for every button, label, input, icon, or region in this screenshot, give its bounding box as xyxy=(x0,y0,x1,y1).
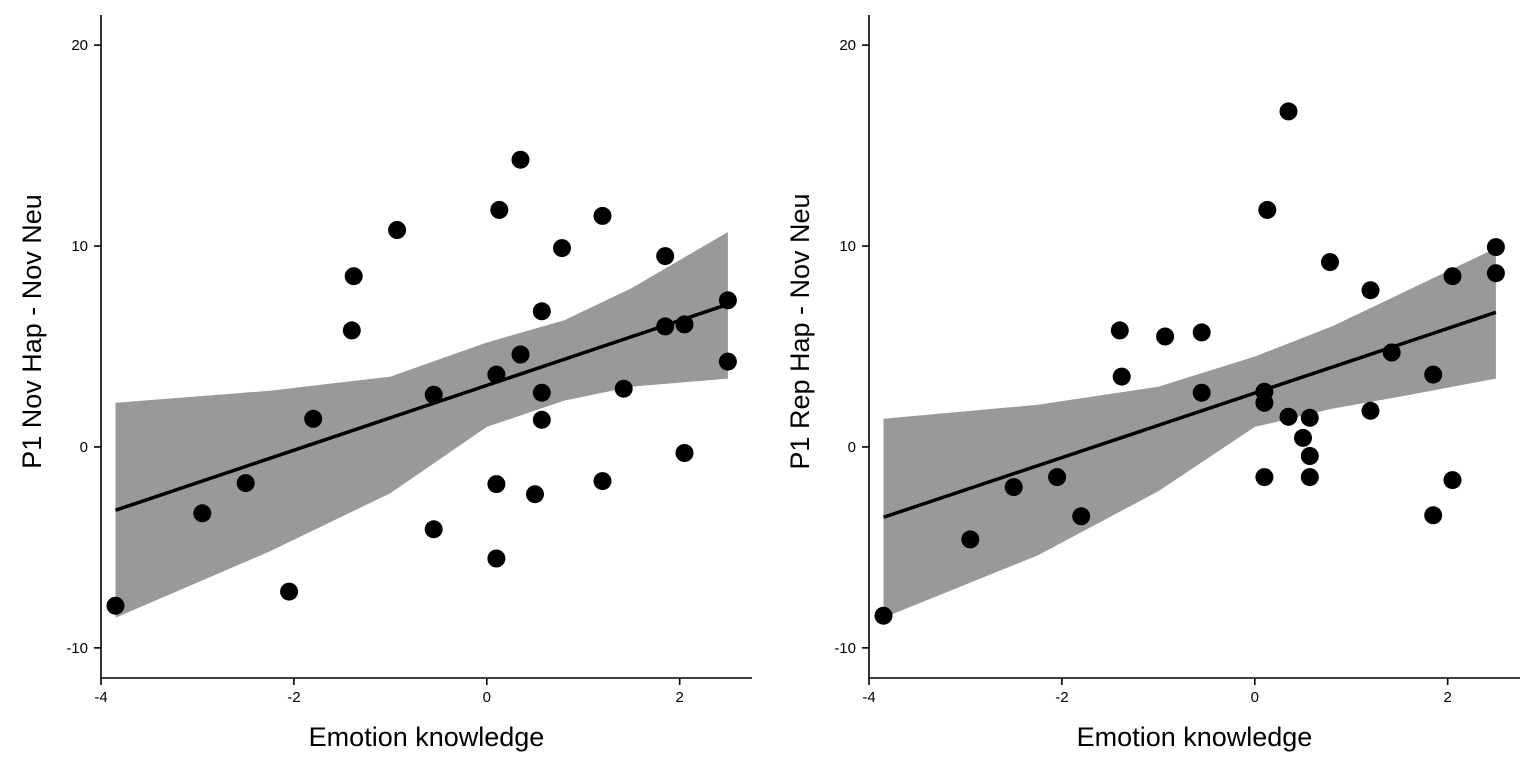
data-point xyxy=(675,444,694,462)
data-point xyxy=(532,383,551,402)
data-point xyxy=(718,291,737,310)
y-axis-title: P1 Rep Hap - Nov Neu xyxy=(785,193,815,469)
data-point xyxy=(1321,253,1339,272)
x-axis-title: Emotion knowledge xyxy=(309,722,545,752)
y-tick-label: 20 xyxy=(839,37,856,54)
data-point xyxy=(1192,323,1211,342)
data-point xyxy=(1255,393,1274,412)
x-tick-label: -4 xyxy=(94,689,107,706)
data-point xyxy=(106,596,125,615)
data-point xyxy=(553,239,571,258)
data-point xyxy=(532,410,551,429)
y-tick-label: 0 xyxy=(848,439,856,456)
y-tick-label: -10 xyxy=(834,640,856,657)
data-point xyxy=(526,485,544,504)
data-point xyxy=(1443,471,1462,490)
regression-line xyxy=(114,302,729,512)
data-point xyxy=(342,321,361,340)
data-point xyxy=(490,200,509,219)
data-point xyxy=(675,315,694,334)
data-point xyxy=(1279,407,1298,426)
data-point xyxy=(656,247,675,266)
data-point xyxy=(487,365,506,384)
data-point xyxy=(1424,365,1443,384)
data-point xyxy=(424,520,443,539)
y-tick-label: 0 xyxy=(80,439,88,456)
data-point xyxy=(236,474,255,493)
data-point xyxy=(424,385,443,404)
y-tick-label: 20 xyxy=(71,37,88,54)
data-point xyxy=(1156,327,1175,346)
data-point xyxy=(1072,507,1091,526)
x-tick-label: -2 xyxy=(287,689,300,706)
data-point xyxy=(1300,447,1319,465)
confidence-band xyxy=(883,248,1496,618)
data-point xyxy=(532,302,551,321)
x-axis-title: Emotion knowledge xyxy=(1077,722,1313,752)
data-point xyxy=(388,221,407,239)
data-point xyxy=(1300,408,1319,427)
x-tick-label: 2 xyxy=(675,689,683,706)
data-point xyxy=(344,267,363,286)
data-point xyxy=(593,206,612,225)
data-point xyxy=(487,475,506,494)
x-tick-label: -4 xyxy=(862,689,875,706)
data-point xyxy=(1443,267,1462,286)
data-point xyxy=(511,150,530,169)
data-point xyxy=(1424,506,1443,525)
data-point xyxy=(1258,200,1277,219)
data-point xyxy=(1486,238,1505,257)
y-axis-title: P1 Nov Hap - Nov Neu xyxy=(17,194,47,469)
y-tick-label: -10 xyxy=(66,640,88,657)
data-point xyxy=(280,582,299,601)
data-point xyxy=(593,472,612,491)
y-tick-label: 10 xyxy=(839,238,856,255)
data-point xyxy=(1048,468,1067,487)
data-point xyxy=(511,345,530,364)
x-tick-label: 0 xyxy=(483,689,491,706)
data-point xyxy=(487,549,506,568)
data-point xyxy=(1110,321,1129,340)
data-point xyxy=(193,504,212,523)
data-point xyxy=(304,409,323,428)
data-point xyxy=(1300,468,1319,487)
data-point xyxy=(1279,102,1298,121)
data-point xyxy=(614,379,633,398)
data-point xyxy=(1361,281,1380,300)
x-tick-label: 0 xyxy=(1251,689,1259,706)
x-tick-label: 2 xyxy=(1443,689,1451,706)
data-point xyxy=(656,317,675,336)
data-point xyxy=(1382,343,1401,362)
data-point xyxy=(1294,428,1312,447)
data-point xyxy=(961,530,980,549)
y-tick-label: 10 xyxy=(71,238,88,255)
x-tick-label: -2 xyxy=(1055,689,1068,706)
data-point xyxy=(1112,367,1131,386)
data-point xyxy=(874,606,893,625)
data-point xyxy=(1486,264,1505,283)
data-point xyxy=(718,352,737,371)
left-panel: -4 -2 0 2 -10 0 10 20 Emotion knowledge P1 Nov Ha… xyxy=(17,15,752,752)
data-point xyxy=(1004,478,1023,497)
data-point xyxy=(1192,383,1211,402)
right-panel: -4 -2 0 2 -10 0 10 20 Emotion knowledge P1 Rep Ha… xyxy=(785,15,1520,752)
confidence-band xyxy=(115,232,728,618)
data-point xyxy=(1255,468,1274,487)
data-point xyxy=(1361,401,1380,420)
